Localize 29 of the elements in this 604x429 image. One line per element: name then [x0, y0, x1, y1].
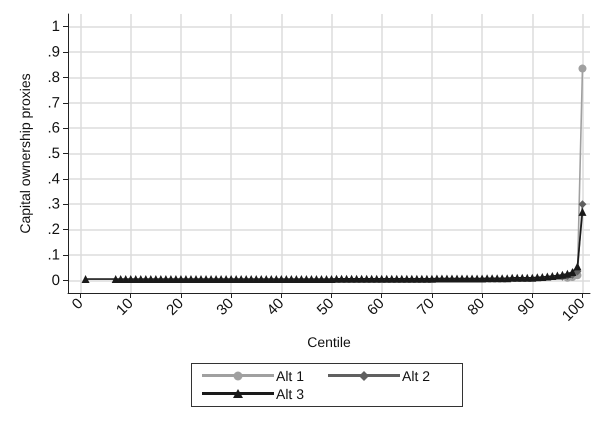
y-tick-label: .2 — [47, 221, 60, 238]
x-tick-label: 30 — [213, 294, 238, 319]
x-tick-label: 80 — [464, 294, 488, 319]
y-tick-label: .4 — [47, 170, 60, 188]
legend-label: Alt 3 — [276, 386, 304, 402]
y-tick-label: 0 — [52, 272, 60, 289]
y-tick-label: .1 — [47, 246, 60, 264]
y-tick-label: .3 — [47, 196, 60, 213]
x-axis-title: Centile — [307, 334, 351, 350]
x-tick-label: 50 — [314, 294, 338, 319]
point — [578, 200, 586, 208]
x-tick-label: 10 — [112, 294, 137, 319]
y-tick-label: .6 — [47, 120, 60, 137]
y-tick-label: .9 — [47, 44, 60, 61]
x-tick-label: 60 — [364, 294, 388, 319]
x-tick-label: 20 — [163, 294, 187, 319]
x-tick-label: 70 — [414, 294, 438, 319]
legend-label: Alt 2 — [402, 368, 430, 384]
x-tick-label: 0 — [68, 294, 87, 313]
x-tick-label: 90 — [514, 294, 538, 319]
y-tick-label: .7 — [47, 94, 60, 112]
x-tick-label: 100 — [558, 294, 588, 325]
y-axis-title: Capital ownership proxies — [17, 73, 33, 234]
x-tick-label: 40 — [264, 294, 288, 319]
y-tick-label: 1 — [52, 18, 60, 36]
legend-label: Alt 1 — [276, 368, 304, 384]
y-tick-label: .8 — [47, 68, 60, 86]
y-tick-label: .5 — [47, 145, 60, 162]
point — [578, 64, 586, 73]
